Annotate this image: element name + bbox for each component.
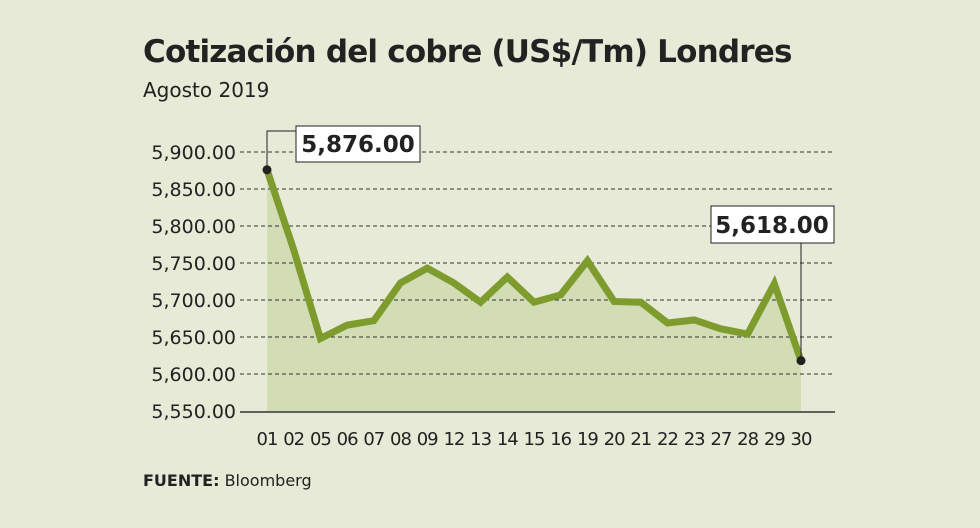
y-tick-label: 5,550.00 [151, 401, 236, 423]
source-text: Bloomberg [224, 471, 312, 490]
x-tick-label: 29 [764, 429, 785, 450]
y-tick-label: 5,650.00 [151, 327, 236, 349]
x-tick-label: 16 [550, 429, 571, 450]
annotation-label: 5,876.00 [301, 132, 415, 158]
series-line [263, 168, 805, 362]
x-tick-label: 01 [257, 429, 278, 450]
x-tick-label: 08 [390, 429, 411, 450]
x-tick-label: 13 [470, 429, 491, 450]
chart-title: Cotización del cobre (US$/Tm) Londres [143, 34, 792, 70]
annotation-leader [266, 130, 296, 170]
x-tick-label: 07 [363, 429, 384, 450]
x-tick-label: 05 [310, 429, 331, 450]
source-note: FUENTE: Bloomberg [143, 471, 312, 490]
chart-subtitle: Agosto 2019 [143, 78, 270, 102]
x-tick-label: 22 [657, 429, 678, 450]
x-tick-label: 20 [604, 429, 625, 450]
y-tick-label: 5,600.00 [151, 364, 236, 386]
y-tick-label: 5,750.00 [151, 253, 236, 275]
area-fill [267, 169, 801, 411]
x-tick-label: 21 [630, 429, 651, 450]
annotation-marker [796, 356, 806, 366]
annotation-box [295, 125, 421, 163]
annotation-label: 5,618.00 [715, 213, 829, 239]
annotation-marker [262, 165, 272, 175]
y-tick-label: 5,800.00 [151, 216, 236, 238]
x-tick-label: 19 [577, 429, 598, 450]
x-tick-label: 12 [443, 429, 464, 450]
x-tick-label: 30 [791, 429, 812, 450]
source-label: FUENTE: [143, 471, 220, 490]
x-tick-label: 23 [684, 429, 705, 450]
x-tick-label: 06 [337, 429, 358, 450]
x-tick-label: 14 [497, 429, 518, 450]
x-tick-label: 15 [524, 429, 545, 450]
x-tick-label: 09 [417, 429, 438, 450]
x-tick-label: 27 [710, 429, 731, 450]
y-tick-label: 5,850.00 [151, 179, 236, 201]
annotation-box [710, 205, 835, 244]
y-tick-label: 5,900.00 [151, 142, 236, 164]
x-tick-label: 28 [737, 429, 758, 450]
y-tick-label: 5,700.00 [151, 290, 236, 312]
x-tick-label: 02 [283, 429, 304, 450]
